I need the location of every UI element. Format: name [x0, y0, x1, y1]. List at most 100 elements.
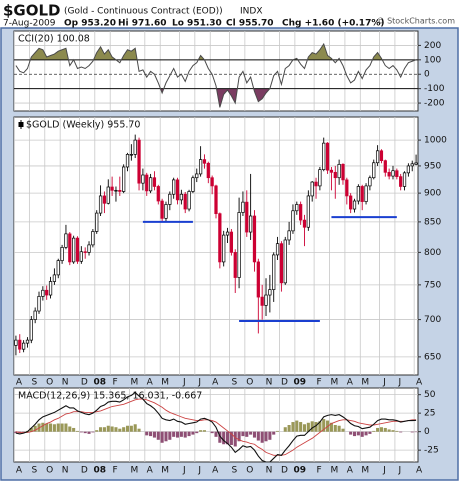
histogram-bar [352, 431, 357, 437]
cci-band-fill [15, 43, 417, 60]
candle-body [129, 154, 133, 156]
y-tick-label: 100 [424, 55, 441, 65]
candle-body [225, 231, 230, 236]
histogram-bar [41, 422, 45, 432]
histogram-bar [202, 430, 206, 432]
histogram-bar [349, 431, 353, 435]
x-tick-label: M [161, 378, 169, 388]
histogram-bar [60, 423, 64, 432]
x-tick-label: A [212, 378, 219, 388]
signal-line [15, 398, 417, 456]
candle-body [295, 204, 299, 212]
quote-item: Cl 955.70 [226, 19, 274, 29]
histogram-bar [306, 422, 310, 432]
x-tick-label: M [361, 466, 369, 476]
candle-body [72, 237, 76, 263]
candle-body [356, 186, 360, 202]
x-tick-label: A [147, 378, 154, 388]
cci-line [15, 42, 417, 108]
histogram-bar [156, 431, 160, 440]
plot [14, 117, 418, 375]
candle-body [145, 174, 149, 192]
candle-body [233, 252, 237, 278]
x-tick-label: J [382, 378, 386, 388]
histogram-bar [68, 426, 72, 432]
histogram-bar [183, 431, 187, 438]
plot [14, 388, 418, 462]
histogram-bar [360, 431, 364, 437]
y-tick-label: 25 [424, 409, 435, 419]
histogram-bar [383, 427, 387, 432]
y-tick-label: 0 [424, 70, 430, 80]
x-tick-label: S [232, 466, 238, 476]
panel-title: CCI(20) 100.08 [18, 34, 90, 45]
candle-body [102, 195, 107, 204]
candle-body [360, 186, 364, 202]
x-tick-label: N [266, 466, 273, 476]
candle-body [148, 177, 153, 192]
candle-body [322, 142, 326, 170]
candle-body [87, 244, 91, 253]
histogram-bar [249, 431, 253, 435]
histogram-bar [210, 431, 214, 434]
histogram-bar [152, 431, 156, 438]
candle-body [379, 150, 384, 162]
histogram-bar [364, 431, 368, 436]
candle-body [383, 160, 387, 173]
candle-body [118, 189, 122, 192]
histogram-bar [237, 431, 241, 442]
histogram-bar [72, 427, 76, 432]
x-tick-label: A [416, 378, 423, 388]
y-tick-label: 650 [424, 352, 441, 362]
x-tick-label: 09 [294, 466, 307, 476]
x-tick-label: J [182, 466, 186, 476]
histogram-bar [233, 431, 237, 447]
histogram-bar [310, 421, 314, 432]
x-tick-label: M [361, 378, 369, 388]
candle-body [245, 201, 249, 233]
histogram-bar [75, 430, 80, 432]
x-tick-label: F [316, 378, 321, 388]
x-tick-label: M [130, 378, 138, 388]
x-tick-label: M [331, 378, 339, 388]
candle-body [210, 177, 214, 187]
y-tick-label: 1000 [424, 136, 447, 146]
histogram-bar [91, 431, 95, 433]
candle-body [345, 179, 349, 197]
histogram-bar [218, 431, 222, 443]
candle-body [110, 186, 114, 191]
candle-body [218, 213, 222, 263]
candle-body [314, 181, 318, 187]
candle-body [391, 170, 395, 177]
candle-body [160, 200, 164, 219]
histogram-bar [318, 421, 322, 432]
candle-body [252, 215, 257, 263]
candle-body [352, 200, 357, 210]
histogram-bar [102, 427, 106, 432]
x-tick-label: S [31, 466, 37, 476]
histogram-bar [122, 427, 126, 432]
x-tick-label: A [347, 466, 354, 476]
candle-body [98, 195, 103, 214]
panel [13, 116, 419, 376]
candle-body [79, 251, 83, 262]
candle-body [318, 169, 322, 187]
x-tick-label: A [212, 466, 219, 476]
candle-body [33, 310, 37, 320]
quote-item: Chg +1.60 (+0.17%) [282, 19, 384, 29]
y-tick-label: 200 [424, 41, 441, 51]
histogram-bar [114, 427, 118, 432]
x-tick-label: F [113, 466, 118, 476]
x-tick-label: J [398, 378, 402, 388]
candle-body [372, 162, 376, 179]
histogram-bar [376, 427, 380, 432]
candle-body [21, 342, 26, 350]
x-tick-label: F [316, 466, 321, 476]
histogram-bar [329, 422, 333, 432]
x-tick-label: J [382, 466, 386, 476]
histogram-bar [268, 431, 272, 440]
candle-body [133, 139, 137, 155]
candle-body [48, 281, 53, 296]
candle-body [95, 212, 99, 232]
